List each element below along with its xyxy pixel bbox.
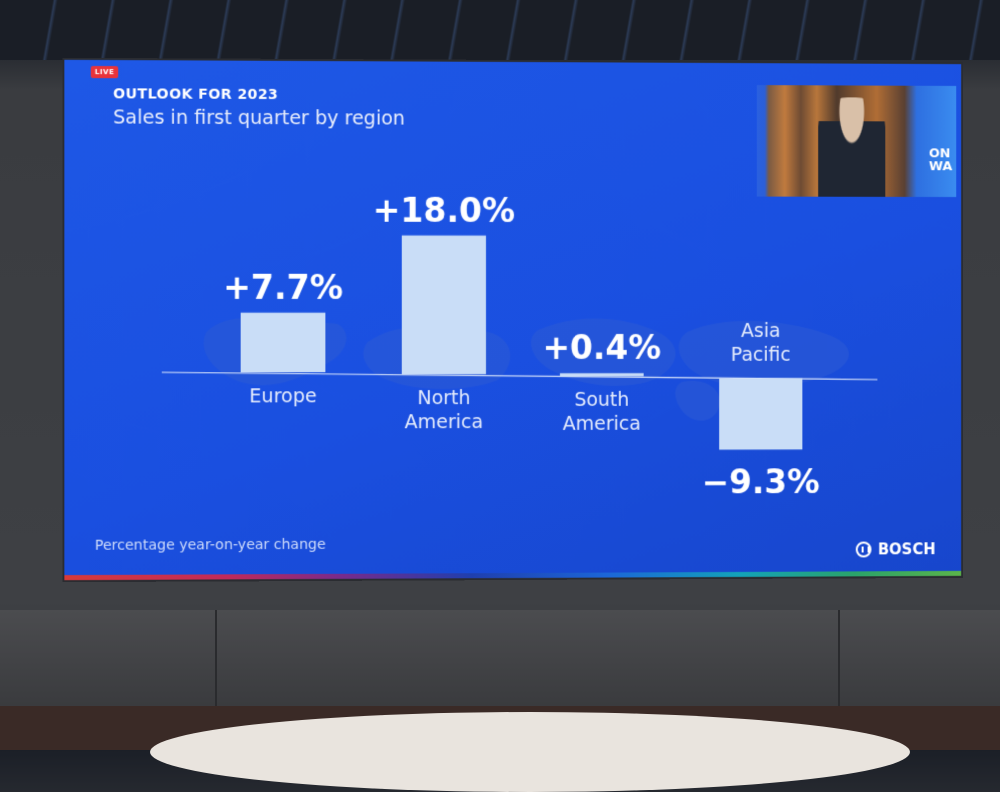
category-label-1-line-0: North (417, 387, 470, 409)
value-label-1: +18.0% (373, 190, 515, 229)
brand-mark: BOSCH (856, 540, 936, 559)
category-label-3-line-0: Asia (741, 320, 780, 342)
bar-0 (240, 312, 326, 373)
footnote: Percentage year-on-year change (94, 536, 326, 554)
value-labels-group: +7.7% +18.0% +0.4% −9.3% (223, 190, 820, 502)
value-label-0: +7.7% (223, 268, 343, 307)
category-label-3-line-1: Pacific (731, 344, 791, 366)
brand-name: BOSCH (877, 540, 936, 559)
bars-group (240, 234, 803, 450)
bar-2 (559, 373, 644, 377)
value-label-3: −9.3% (702, 463, 820, 502)
stage-wall (0, 610, 1000, 706)
map-shape-4 (678, 320, 849, 388)
bar-chart: +7.7%+18.0%+0.4%−9.3% Europe NorthAmerica… (64, 190, 961, 502)
category-label-1-line-1: America (405, 411, 484, 433)
value-label-2: +0.4% (542, 328, 661, 367)
category-label-0-line-0: Europe (249, 385, 316, 407)
bar-3 (719, 378, 803, 450)
presentation-screen: LIVE OUTLOOK FOR 2023 Sales in first qua… (64, 59, 962, 581)
bosch-logo-icon (856, 541, 872, 558)
map-shape-3 (531, 318, 676, 387)
wall-seam (838, 610, 840, 706)
ceiling (0, 0, 1000, 60)
map-shape-5 (675, 380, 720, 421)
bar-1 (400, 234, 486, 375)
wall-seam (215, 610, 217, 706)
category-label-2-line-0: South (574, 389, 629, 411)
stage-edge (150, 712, 910, 792)
category-label-2-line-1: America (563, 413, 641, 435)
category-labels-group: Europe NorthAmericaSouthAmericaAsiaPacifi… (249, 320, 790, 436)
